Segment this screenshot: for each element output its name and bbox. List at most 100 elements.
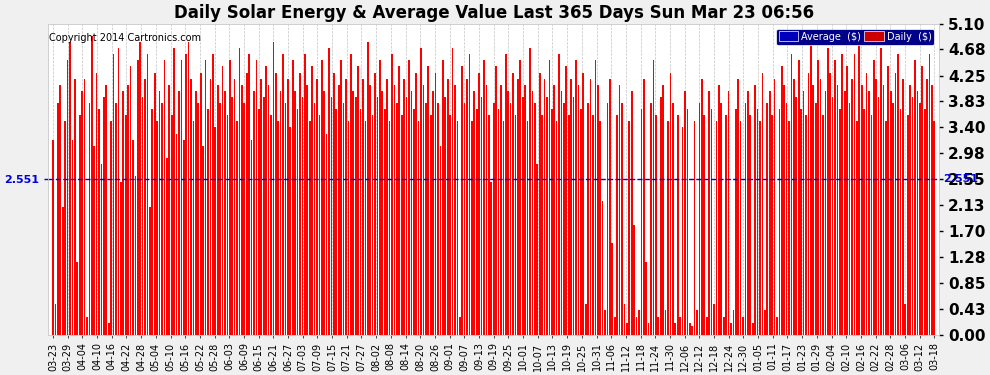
Bar xyxy=(701,79,703,335)
Bar xyxy=(156,122,158,335)
Bar xyxy=(299,72,301,335)
Bar xyxy=(604,310,606,335)
Bar xyxy=(215,128,216,335)
Bar xyxy=(384,109,385,335)
Bar xyxy=(359,109,361,335)
Bar xyxy=(587,103,589,335)
Bar xyxy=(870,115,872,335)
Bar xyxy=(260,79,262,335)
Bar xyxy=(617,115,618,335)
Bar xyxy=(691,326,693,335)
Bar xyxy=(224,91,226,335)
Bar xyxy=(507,91,509,335)
Bar xyxy=(423,85,425,335)
Bar xyxy=(865,72,867,335)
Bar xyxy=(629,122,630,335)
Bar xyxy=(626,322,628,335)
Bar xyxy=(650,103,651,335)
Bar xyxy=(445,97,446,335)
Bar xyxy=(212,54,214,335)
Bar xyxy=(560,91,562,335)
Bar xyxy=(118,48,119,335)
Bar xyxy=(183,140,184,335)
Bar xyxy=(311,66,313,335)
Bar xyxy=(515,115,517,335)
Text: 2.551: 2.551 xyxy=(943,174,978,184)
Bar xyxy=(96,72,97,335)
Bar xyxy=(827,48,829,335)
Bar xyxy=(481,97,482,335)
Bar xyxy=(880,48,882,335)
Bar xyxy=(265,66,267,335)
Bar xyxy=(832,97,834,335)
Bar xyxy=(619,85,621,335)
Bar xyxy=(250,140,252,335)
Bar xyxy=(754,85,756,335)
Bar xyxy=(585,304,586,335)
Bar xyxy=(267,85,269,335)
Bar xyxy=(473,91,475,335)
Bar xyxy=(595,60,596,335)
Bar xyxy=(892,103,894,335)
Bar xyxy=(173,48,175,335)
Bar xyxy=(769,91,770,335)
Bar xyxy=(153,72,155,335)
Bar xyxy=(289,128,291,335)
Bar xyxy=(115,103,117,335)
Bar xyxy=(512,72,514,335)
Bar xyxy=(609,79,611,335)
Bar xyxy=(98,109,100,335)
Bar xyxy=(863,109,865,335)
Bar xyxy=(84,79,85,335)
Bar xyxy=(718,85,720,335)
Bar xyxy=(796,97,797,335)
Bar xyxy=(381,91,383,335)
Bar xyxy=(168,85,170,335)
Bar xyxy=(171,115,172,335)
Bar xyxy=(887,66,889,335)
Bar xyxy=(406,97,407,335)
Bar xyxy=(287,79,289,335)
Bar xyxy=(778,109,780,335)
Bar xyxy=(280,91,281,335)
Bar xyxy=(135,176,137,335)
Bar xyxy=(539,72,541,335)
Bar xyxy=(350,54,351,335)
Bar xyxy=(369,85,371,335)
Bar xyxy=(927,79,928,335)
Bar xyxy=(808,72,809,335)
Bar xyxy=(272,42,274,335)
Bar xyxy=(463,103,465,335)
Bar xyxy=(793,79,795,335)
Bar xyxy=(468,54,470,335)
Bar xyxy=(357,66,359,335)
Bar xyxy=(667,122,669,335)
Bar xyxy=(590,79,591,335)
Bar xyxy=(428,66,429,335)
Bar xyxy=(217,85,219,335)
Bar xyxy=(788,122,790,335)
Bar xyxy=(180,60,182,335)
Bar xyxy=(93,146,95,335)
Bar xyxy=(624,304,626,335)
Bar xyxy=(914,60,916,335)
Bar xyxy=(120,182,122,335)
Bar xyxy=(803,91,805,335)
Bar xyxy=(813,85,814,335)
Bar xyxy=(200,72,202,335)
Bar xyxy=(193,122,194,335)
Bar xyxy=(704,115,705,335)
Bar xyxy=(713,304,715,335)
Bar xyxy=(582,72,584,335)
Bar xyxy=(551,109,552,335)
Bar xyxy=(74,79,75,335)
Bar xyxy=(532,91,534,335)
Bar xyxy=(781,66,783,335)
Bar xyxy=(297,109,298,335)
Bar xyxy=(123,91,124,335)
Title: Daily Solar Energy & Average Value Last 365 Days Sun Mar 23 06:56: Daily Solar Energy & Average Value Last … xyxy=(173,4,814,22)
Bar xyxy=(185,54,187,335)
Bar xyxy=(88,103,90,335)
Bar xyxy=(733,310,735,335)
Bar xyxy=(456,122,458,335)
